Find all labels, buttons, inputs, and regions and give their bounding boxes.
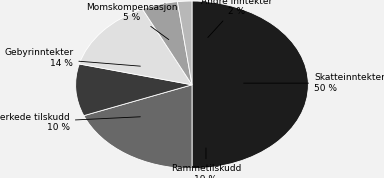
Text: Gebyrinntekter
14 %: Gebyrinntekter 14 % <box>4 48 141 68</box>
Wedge shape <box>177 1 192 85</box>
Wedge shape <box>84 85 192 169</box>
Text: Øremerkede tilskudd
10 %: Øremerkede tilskudd 10 % <box>0 113 141 132</box>
Text: Rammetilskudd
19 %: Rammetilskudd 19 % <box>171 148 241 178</box>
Text: Skatteinntekter
50 %: Skatteinntekter 50 % <box>243 74 384 93</box>
Text: Momskompensasjon
5 %: Momskompensasjon 5 % <box>86 2 177 40</box>
Wedge shape <box>192 1 308 169</box>
Wedge shape <box>142 2 192 85</box>
Wedge shape <box>79 9 192 85</box>
Wedge shape <box>76 64 192 116</box>
Text: Andre inntekter
2 %: Andre inntekter 2 % <box>200 0 272 38</box>
